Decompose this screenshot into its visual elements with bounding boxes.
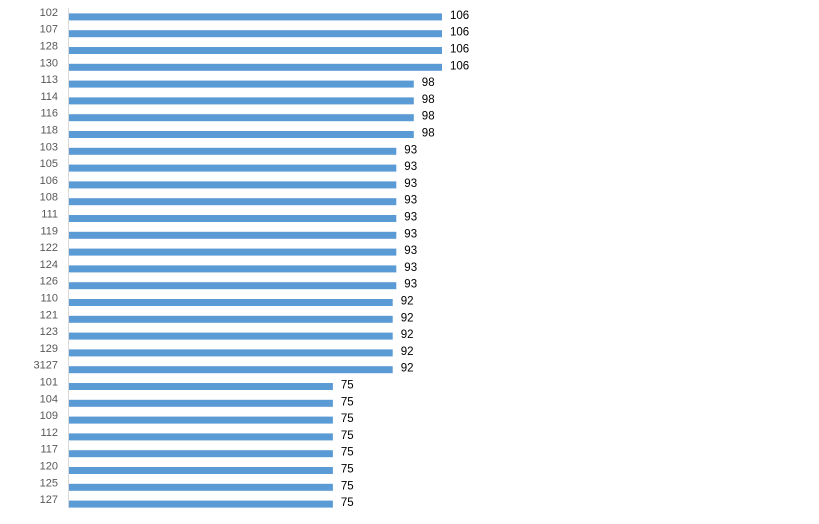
category-label: 101 <box>40 377 58 389</box>
value-label: 106 <box>450 60 469 72</box>
value-label: 98 <box>422 111 435 123</box>
bar-130 <box>69 63 442 71</box>
value-label: 93 <box>404 161 417 173</box>
category-label: 110 <box>40 293 58 305</box>
category-label: 116 <box>40 108 58 120</box>
category-label: 119 <box>40 225 58 237</box>
value-label: 93 <box>404 144 417 156</box>
value-label: 75 <box>341 380 354 392</box>
value-label: 92 <box>401 363 414 375</box>
category-label: 105 <box>40 158 58 170</box>
bar-124 <box>69 265 397 273</box>
value-label: 75 <box>341 497 354 509</box>
category-label: 129 <box>40 343 58 355</box>
category-label: 122 <box>40 242 58 254</box>
value-label: 93 <box>404 262 417 274</box>
bar-107 <box>69 30 442 38</box>
value-label: 75 <box>341 396 354 408</box>
category-label: 118 <box>40 125 58 137</box>
bar-3127 <box>69 366 393 374</box>
bar-129 <box>69 349 393 357</box>
value-label: 75 <box>341 447 354 459</box>
bar-108 <box>69 198 397 206</box>
bar-105 <box>69 164 397 172</box>
value-label: 98 <box>422 77 435 89</box>
category-label: 128 <box>40 41 58 53</box>
bar-112 <box>69 433 333 441</box>
bar-113 <box>69 80 414 88</box>
category-label: 107 <box>40 24 58 36</box>
category-label: 121 <box>40 309 58 321</box>
value-label: 92 <box>401 346 414 358</box>
category-label: 120 <box>40 461 58 473</box>
bars-group: 102 106 107 106 128 106 130 106 113 98 114 98 116 98 1… <box>34 7 470 509</box>
value-label: 75 <box>341 430 354 442</box>
category-label: 117 <box>40 444 58 456</box>
value-label: 93 <box>404 245 417 257</box>
bar-120 <box>69 467 333 474</box>
category-label: 114 <box>40 91 58 103</box>
value-label: 75 <box>341 413 354 425</box>
category-label: 124 <box>40 259 58 271</box>
bar-118 <box>69 131 414 138</box>
bar-104 <box>69 399 333 407</box>
value-label: 93 <box>404 228 417 240</box>
value-label: 106 <box>450 44 469 56</box>
value-label: 98 <box>422 128 435 140</box>
value-label: 93 <box>404 212 417 224</box>
bar-110 <box>69 299 393 306</box>
bar-111 <box>69 215 397 222</box>
category-label: 108 <box>40 192 58 204</box>
category-label: 130 <box>40 57 58 69</box>
bar-109 <box>69 416 333 424</box>
category-label: 123 <box>40 326 58 338</box>
bar-101 <box>69 383 333 390</box>
value-label: 93 <box>404 195 417 207</box>
value-label: 106 <box>450 27 469 39</box>
category-label: 127 <box>40 494 58 506</box>
category-label: 125 <box>40 477 58 489</box>
category-label: 109 <box>40 410 58 422</box>
bar-126 <box>69 282 397 290</box>
bar-116 <box>69 114 414 122</box>
value-label: 92 <box>401 312 414 324</box>
value-label: 75 <box>341 464 354 476</box>
bar-102 <box>69 13 442 21</box>
value-label: 92 <box>401 296 414 308</box>
value-label: 98 <box>422 94 435 106</box>
bar-114 <box>69 97 414 105</box>
bar-106 <box>69 181 397 189</box>
category-label: 106 <box>40 175 58 187</box>
bar-121 <box>69 315 393 323</box>
bar-128 <box>69 47 442 54</box>
value-label: 106 <box>450 10 469 22</box>
bar-119 <box>69 231 397 239</box>
bar-103 <box>69 147 397 155</box>
category-label: 104 <box>40 393 58 405</box>
bar-122 <box>69 248 397 256</box>
bar-125 <box>69 483 333 491</box>
category-label: 111 <box>41 209 58 221</box>
category-label: 3127 <box>34 360 58 372</box>
category-label: 103 <box>40 141 58 153</box>
bar-123 <box>69 332 393 340</box>
value-label: 93 <box>404 279 417 291</box>
value-label: 75 <box>341 480 354 492</box>
category-label: 112 <box>40 427 58 439</box>
value-label: 93 <box>404 178 417 190</box>
value-label: 92 <box>401 329 414 341</box>
category-label: 126 <box>40 276 58 288</box>
bar-127 <box>69 500 333 508</box>
bar-117 <box>69 450 333 458</box>
category-label: 113 <box>40 74 58 86</box>
category-label: 102 <box>40 7 58 19</box>
